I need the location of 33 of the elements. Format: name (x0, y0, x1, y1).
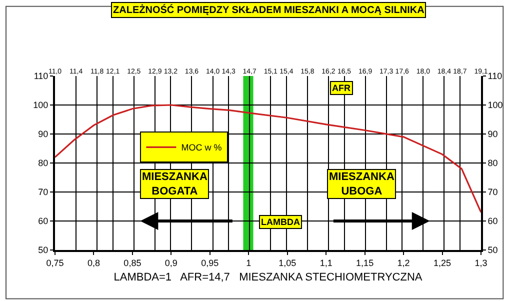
annotation: AFR (332, 83, 351, 93)
y2-tick-label: 100 (488, 100, 503, 110)
y2-tick-label: 70 (488, 187, 498, 198)
x-tick-label: 1,15 (356, 258, 374, 268)
legend-label: MOC w % (181, 142, 222, 153)
annotation: MIESZANKA BOGATA (142, 171, 208, 198)
y-tick-label: 50 (38, 245, 48, 256)
annotation: MIESZANKA UBOGA (329, 171, 394, 198)
y-tick-label: 110 (34, 71, 48, 82)
x-tick-label: 0,75 (46, 258, 64, 268)
x-tick-label: 1,05 (278, 258, 296, 268)
x-tick-label: 1,25 (434, 258, 452, 268)
x-tick-label: 0,8 (87, 258, 100, 268)
y2-tick-label: 60 (488, 216, 498, 226)
y2-tick-label: 90 (488, 129, 498, 140)
y2-tick-label: 50 (488, 245, 498, 256)
x-tick-label: 0,85 (124, 258, 142, 268)
x-tick-label: 1,1 (320, 258, 332, 268)
x-axis-title: LAMBDA=1 AFR=14,7 MIESZANKA STECHIOMETRYCZNA (114, 272, 423, 284)
y-tick-label: 60 (38, 216, 48, 226)
x-tick-label: 1,3 (474, 258, 488, 268)
y-tick-label: 80 (38, 158, 48, 168)
y2-tick-label: 80 (488, 158, 498, 168)
y-tick-label: 100 (33, 100, 48, 110)
y-tick-label: 90 (38, 129, 48, 140)
chart-title: ZALEŻNOŚĆ POMIĘDZY SKŁADEM MIESZANKI A MOCĄ SILNIKA (113, 4, 424, 16)
x-tick-label: 1 (246, 258, 252, 268)
x-tick-label: 0,95 (201, 258, 219, 268)
y2-tick-label: 110 (488, 71, 502, 82)
annotation: LAMBDA (261, 217, 300, 227)
x-tick-label: 1,2 (397, 258, 410, 268)
y-tick-label: 70 (38, 187, 48, 198)
x-tick-label: 0,9 (164, 258, 178, 268)
